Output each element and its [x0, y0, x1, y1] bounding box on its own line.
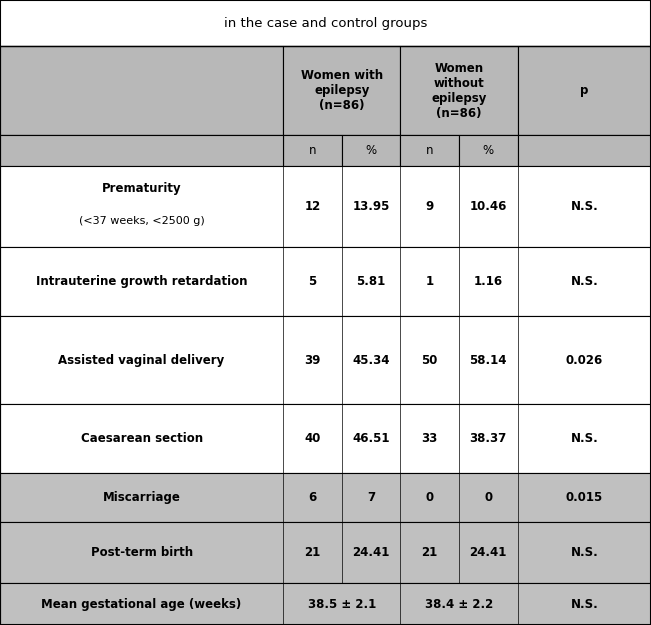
Bar — [283, 135, 342, 166]
Text: %: % — [482, 144, 494, 157]
Bar — [0, 522, 651, 583]
Text: 45.34: 45.34 — [352, 354, 390, 366]
Text: Prematurity: Prematurity — [102, 182, 182, 195]
Bar — [0, 0, 651, 46]
Text: 39: 39 — [304, 354, 321, 366]
Text: 0: 0 — [426, 491, 434, 504]
Text: in the case and control groups: in the case and control groups — [224, 17, 427, 30]
Text: 38.37: 38.37 — [469, 432, 507, 445]
Text: 24.41: 24.41 — [352, 546, 390, 559]
Text: Miscarriage: Miscarriage — [103, 491, 180, 504]
Text: N.S.: N.S. — [570, 275, 598, 288]
Bar — [0, 166, 651, 247]
Bar — [400, 135, 459, 166]
Text: 50: 50 — [421, 354, 438, 366]
Text: 33: 33 — [422, 432, 437, 445]
Text: 24.41: 24.41 — [469, 546, 507, 559]
Bar — [0, 473, 651, 522]
Bar — [283, 46, 400, 135]
Text: 38.5 ± 2.1: 38.5 ± 2.1 — [308, 598, 376, 611]
Text: N.S.: N.S. — [570, 200, 598, 213]
Text: 0.026: 0.026 — [566, 354, 603, 366]
Bar — [0, 46, 651, 135]
Bar — [0, 46, 283, 135]
Text: n: n — [426, 144, 434, 157]
Text: (<37 weeks, <2500 g): (<37 weeks, <2500 g) — [79, 216, 204, 226]
Text: 1.16: 1.16 — [474, 275, 503, 288]
Text: n: n — [309, 144, 316, 157]
Text: 21: 21 — [305, 546, 320, 559]
Text: Post-term birth: Post-term birth — [90, 546, 193, 559]
Text: 7: 7 — [367, 491, 375, 504]
Bar — [518, 135, 651, 166]
Text: %: % — [365, 144, 377, 157]
Bar — [0, 316, 651, 404]
Text: Caesarean section: Caesarean section — [81, 432, 202, 445]
Bar — [0, 135, 283, 166]
Bar — [0, 135, 651, 166]
Text: 10.46: 10.46 — [469, 200, 507, 213]
Text: Mean gestational age (weeks): Mean gestational age (weeks) — [42, 598, 242, 611]
Bar — [342, 135, 400, 166]
Text: 5.81: 5.81 — [357, 275, 385, 288]
Text: 12: 12 — [305, 200, 320, 213]
Text: Women with
epilepsy
(n=86): Women with epilepsy (n=86) — [301, 69, 383, 112]
Text: 21: 21 — [422, 546, 437, 559]
Text: 1: 1 — [426, 275, 434, 288]
Text: N.S.: N.S. — [570, 432, 598, 445]
Text: 0.015: 0.015 — [566, 491, 603, 504]
Text: 38.4 ± 2.2: 38.4 ± 2.2 — [425, 598, 493, 611]
Bar — [459, 135, 518, 166]
Text: 40: 40 — [304, 432, 321, 445]
Bar — [0, 583, 651, 625]
Text: N.S.: N.S. — [570, 546, 598, 559]
Bar — [400, 46, 518, 135]
Text: Assisted vaginal delivery: Assisted vaginal delivery — [59, 354, 225, 366]
Text: Intrauterine growth retardation: Intrauterine growth retardation — [36, 275, 247, 288]
Text: 6: 6 — [309, 491, 316, 504]
Bar — [0, 247, 651, 316]
Text: N.S.: N.S. — [570, 598, 598, 611]
Text: p: p — [580, 84, 589, 97]
Text: 0: 0 — [484, 491, 492, 504]
Text: 13.95: 13.95 — [352, 200, 390, 213]
Bar — [518, 46, 651, 135]
Text: 58.14: 58.14 — [469, 354, 507, 366]
Text: 46.51: 46.51 — [352, 432, 390, 445]
Bar — [0, 404, 651, 473]
Text: 5: 5 — [309, 275, 316, 288]
Text: Women
without
epilepsy
(n=86): Women without epilepsy (n=86) — [431, 62, 487, 119]
Text: 9: 9 — [426, 200, 434, 213]
